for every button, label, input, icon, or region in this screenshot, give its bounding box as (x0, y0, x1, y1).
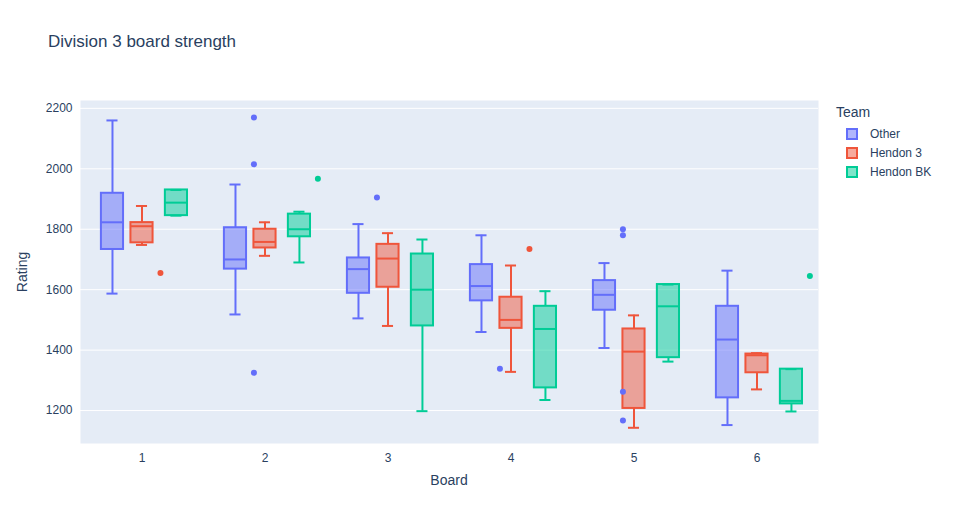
svg-text:2200: 2200 (46, 101, 73, 115)
svg-text:1200: 1200 (46, 403, 73, 417)
html-text:Board: Board (430, 472, 468, 488)
html-text:Team: Team (836, 104, 871, 120)
svg-text:1400: 1400 (46, 343, 73, 357)
svg-text:1600: 1600 (46, 283, 73, 297)
svg-text:1: 1 (139, 451, 146, 465)
html-text:Rating: Rating (14, 251, 30, 293)
html-text:Hendon 3: Hendon 3 (870, 146, 922, 160)
svg-text:2: 2 (262, 451, 269, 465)
svg-text:5: 5 (631, 451, 638, 465)
html-text:Hendon BK: Hendon BK (870, 165, 932, 179)
svg-text:3: 3 (385, 451, 392, 465)
svg-text:2000: 2000 (46, 162, 73, 176)
html-text:Division 3 board strength: Division 3 board strength (48, 32, 236, 51)
svg-text:6: 6 (754, 451, 761, 465)
svg-text:4: 4 (508, 451, 515, 465)
html-text:Other: Other (870, 127, 900, 141)
svg-text:1800: 1800 (46, 222, 73, 236)
